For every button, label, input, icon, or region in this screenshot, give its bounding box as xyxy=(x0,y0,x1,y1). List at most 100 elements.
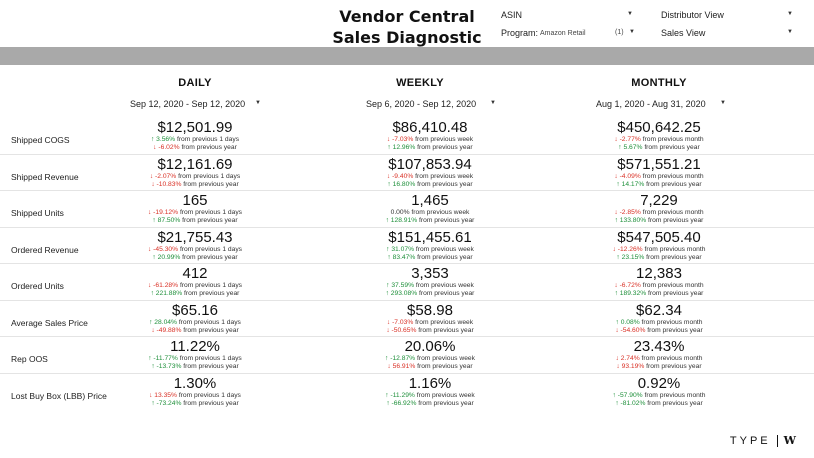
arrow-up-icon: ↑ xyxy=(386,282,392,289)
year-change: ↓ -49.88% from previous year xyxy=(85,327,305,335)
year-change: ↓ -50.65% from previous year xyxy=(320,327,540,335)
metric-cell: 7,229 ↓ -2.85% from previous month ↑ 133.8… xyxy=(549,193,769,225)
arrow-down-icon: ↓ xyxy=(386,172,393,180)
arrow-up-icon: ↑ xyxy=(152,217,158,224)
metric-cell: 1.16% ↑ -11.29% from previous week ↑ -66.9… xyxy=(320,375,540,408)
row-divider xyxy=(0,372,814,374)
change-percent: -11.29% xyxy=(390,391,415,399)
metric-value: $151,455.61 xyxy=(388,228,472,246)
arrow-up-icon: ↑ xyxy=(618,144,624,151)
metric-cell: 23.43% ↓ 2.74% from previous month ↓ 93.19… xyxy=(549,339,769,371)
title-line-2: Sales Diagnostic xyxy=(332,28,482,47)
program-dropdown[interactable]: Program: Amazon Retail (1) ▼ xyxy=(501,26,635,40)
arrow-up-icon: ↑ xyxy=(616,253,622,261)
metric-label: Shipped Units xyxy=(11,208,64,218)
arrow-up-icon: ↑ xyxy=(615,318,621,326)
period-change: ↑ 3.56% from previous 1 days xyxy=(85,136,305,144)
year-change: ↑ 293.08% from previous year xyxy=(320,290,540,298)
change-percent: 5.67% xyxy=(623,144,643,151)
metric-value: 12,383 xyxy=(636,265,682,282)
year-change: ↑ 20.99% from previous year xyxy=(85,254,305,262)
change-caption: from previous year xyxy=(183,326,239,334)
change-percent: -19.12% xyxy=(153,209,179,216)
arrow-down-icon: ↓ xyxy=(614,172,620,180)
arrow-down-icon: ↓ xyxy=(387,363,393,370)
period-change: ↑ -11.77% from previous 1 days xyxy=(85,355,305,363)
metric-value: $107,853.94 xyxy=(388,155,472,173)
change-percent: -10.83% xyxy=(156,180,182,188)
change-percent: 189.32% xyxy=(619,290,647,297)
metric-cell: 165 ↓ -19.12% from previous 1 days ↑ 87.50… xyxy=(85,193,305,225)
arrow-down-icon: ↓ xyxy=(615,355,621,362)
change-caption: from previous year xyxy=(418,399,474,407)
period-change: ↓ 2.74% from previous month xyxy=(549,355,769,363)
metric-cell: $151,455.61 ↑ 31.07% from previous week ↑ … xyxy=(320,228,540,262)
metric-cell: 1,465 0.00% from previous week ↑ 128.91% f… xyxy=(320,193,540,225)
year-change: ↓ -6.02% from previous year xyxy=(85,144,305,152)
change-caption: from previous 1 days xyxy=(178,172,241,180)
change-caption: from previous year xyxy=(182,217,238,224)
date-range-monthly-text: Aug 1, 2020 - Aug 31, 2020 xyxy=(596,99,706,109)
period-change: ↑ 0.08% from previous month xyxy=(549,319,769,327)
change-caption: from previous year xyxy=(181,144,237,151)
change-caption: from previous month xyxy=(644,245,706,253)
metric-value: $547,505.40 xyxy=(617,228,701,246)
change-percent: -81.02% xyxy=(620,399,646,407)
arrow-up-icon: ↑ xyxy=(150,290,156,297)
period-change: ↑ -57.90% from previous month xyxy=(549,392,769,400)
page-title: Vendor Central Sales Diagnostic xyxy=(326,6,488,48)
change-percent: 13.35% xyxy=(154,391,177,399)
metric-label: Rep OOS xyxy=(11,354,48,364)
change-percent: 12.96% xyxy=(392,144,416,151)
arrow-down-icon: ↓ xyxy=(147,282,154,289)
change-caption: from previous month xyxy=(642,209,704,216)
distributor-view-dropdown[interactable]: Distributor View ▼ xyxy=(661,8,793,22)
metric-cell: $12,501.99 ↑ 3.56% from previous 1 days ↓ … xyxy=(85,120,305,152)
change-caption: from previous year xyxy=(417,144,473,151)
change-caption: from previous 1 days xyxy=(179,282,243,289)
metric-label: Lost Buy Box (LBB) Price xyxy=(11,390,107,401)
arrow-up-icon: ↑ xyxy=(615,399,621,407)
change-caption: from previous 1 days xyxy=(178,318,241,326)
change-percent: 93.19% xyxy=(621,363,645,370)
row-divider xyxy=(0,226,814,228)
metric-value: 412 xyxy=(182,265,208,282)
year-change: ↑ 12.96% from previous year xyxy=(320,144,540,152)
change-caption: from previous year xyxy=(417,363,473,370)
year-change: ↑ 133.80% from previous year xyxy=(549,217,769,225)
date-range-daily-text: Sep 12, 2020 - Sep 12, 2020 xyxy=(130,99,246,109)
change-percent: 221.88% xyxy=(155,290,183,297)
change-caption: from previous month xyxy=(642,172,704,180)
chevron-down-icon: ▼ xyxy=(627,11,633,17)
arrow-down-icon: ↓ xyxy=(615,326,621,334)
arrow-down-icon: ↓ xyxy=(612,245,618,253)
year-change: ↑ 5.67% from previous year xyxy=(549,144,769,152)
metric-cell: $107,853.94 ↓ -9.40% from previous week ↑ … xyxy=(320,155,540,189)
metric-value: $86,410.48 xyxy=(392,119,468,136)
change-caption: from previous year xyxy=(646,363,702,370)
chevron-down-icon: ▼ xyxy=(255,100,261,106)
arrow-down-icon: ↓ xyxy=(614,282,620,289)
change-percent: -61.28% xyxy=(153,282,179,289)
period-change: ↓ -19.12% from previous 1 days xyxy=(85,209,305,217)
sales-view-label: Sales View xyxy=(661,28,706,38)
change-caption: from previous year xyxy=(419,217,475,224)
chevron-down-icon: ▼ xyxy=(787,29,793,35)
change-caption: from previous year xyxy=(183,180,239,188)
metric-value: $65.16 xyxy=(172,301,218,319)
change-caption: from previous year xyxy=(647,399,703,407)
chevron-down-icon: ▼ xyxy=(787,11,793,17)
change-percent: -7.03% xyxy=(392,318,414,326)
change-caption: from previous year xyxy=(418,326,474,334)
year-change: ↑ 128.91% from previous year xyxy=(320,217,540,225)
period-change: ↑ -12.87% from previous week xyxy=(320,355,540,363)
period-change: ↓ -2.77% from previous month xyxy=(549,136,769,144)
sales-view-dropdown[interactable]: Sales View ▼ xyxy=(661,26,793,40)
period-change: ↑ 31.07% from previous week xyxy=(320,246,540,254)
metric-cell: 1.30% ↓ 13.35% from previous 1 days ↑ -73.… xyxy=(85,375,305,408)
asin-dropdown[interactable]: ASIN ▼ xyxy=(501,8,633,22)
arrow-up-icon: ↑ xyxy=(614,290,620,297)
metric-value: 0.92% xyxy=(637,374,681,392)
metric-label: Shipped COGS xyxy=(11,135,70,145)
metric-cell: $65.16 ↑ 28.04% from previous 1 days ↓ -49… xyxy=(85,301,305,335)
